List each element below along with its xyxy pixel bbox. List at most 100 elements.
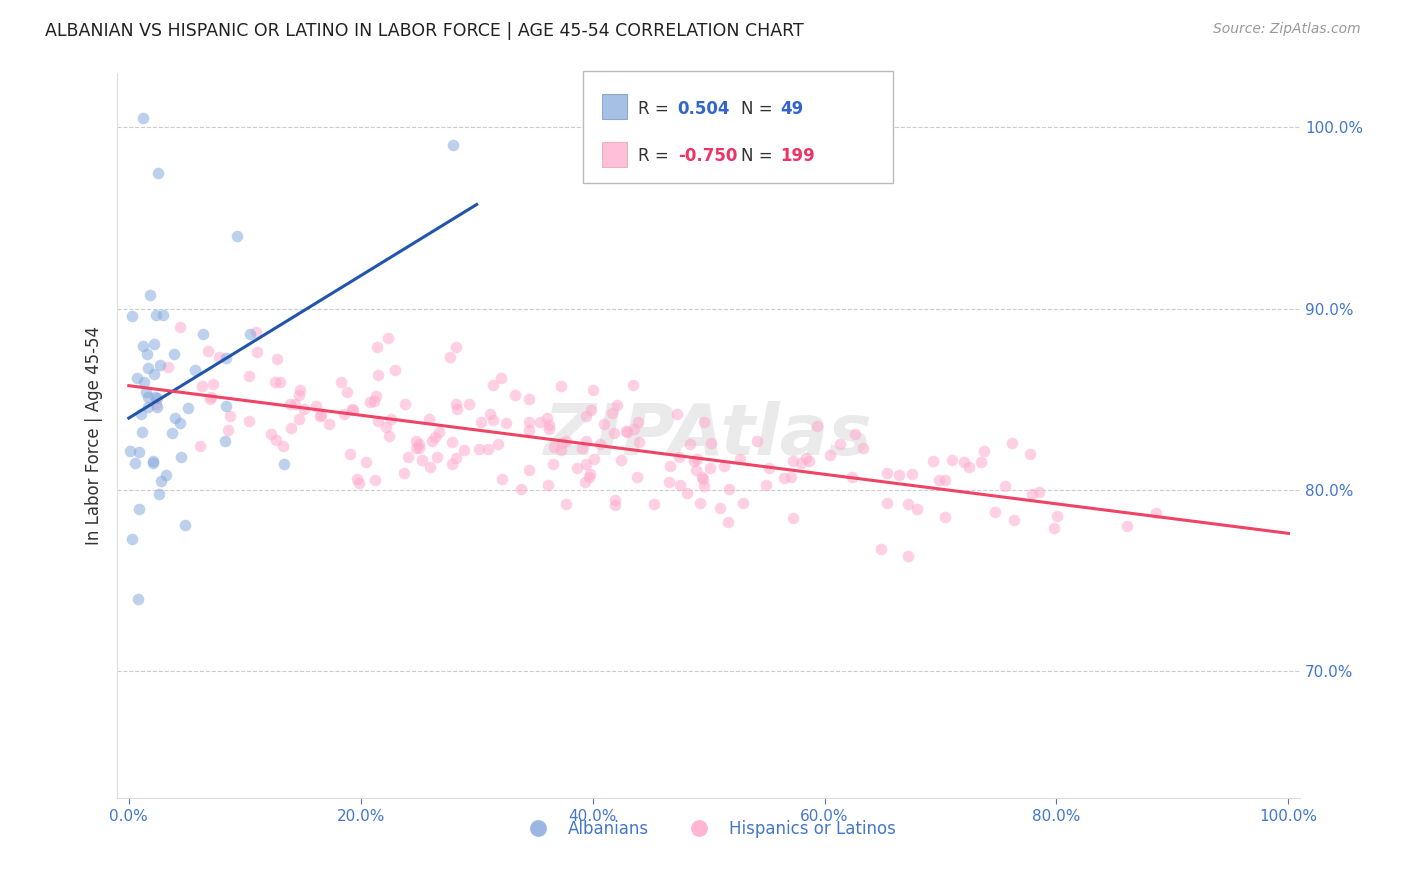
Point — [246, 345, 269, 359]
Point — [529, 415, 551, 429]
Point — [1115, 519, 1137, 533]
Point — [394, 397, 416, 411]
Text: R =: R = — [638, 147, 675, 165]
Point — [755, 477, 778, 491]
Point — [555, 497, 578, 511]
Y-axis label: In Labor Force | Age 45-54: In Labor Force | Age 45-54 — [86, 326, 103, 545]
Point — [367, 414, 389, 428]
Point — [478, 407, 501, 421]
Point — [818, 448, 841, 462]
Point — [364, 389, 387, 403]
Point — [693, 479, 716, 493]
Point — [143, 367, 166, 381]
Point — [136, 360, 159, 375]
Point — [571, 442, 593, 456]
Point — [146, 166, 169, 180]
Point — [626, 470, 648, 484]
Point — [905, 502, 928, 516]
Point — [280, 420, 302, 434]
Point — [616, 425, 638, 440]
Point — [610, 452, 633, 467]
Point — [575, 409, 598, 423]
Point — [214, 434, 236, 448]
Point — [148, 486, 170, 500]
Point — [408, 436, 430, 450]
Point — [145, 308, 167, 322]
Point — [669, 478, 692, 492]
Point — [127, 591, 149, 606]
Point — [468, 442, 491, 457]
Point — [897, 549, 920, 563]
Point — [170, 450, 193, 464]
Point — [128, 501, 150, 516]
Point — [689, 495, 711, 509]
Point — [333, 407, 356, 421]
Point — [1021, 487, 1043, 501]
Point — [145, 397, 167, 411]
Point — [517, 392, 540, 406]
Point — [238, 368, 260, 383]
Point — [678, 436, 700, 450]
Point — [537, 478, 560, 492]
Point — [922, 454, 945, 468]
Point — [789, 457, 811, 471]
Point — [411, 453, 433, 467]
Point — [152, 308, 174, 322]
Point — [780, 470, 803, 484]
Point — [928, 474, 950, 488]
Point — [444, 340, 467, 354]
Point — [378, 429, 401, 443]
Point — [541, 457, 564, 471]
Point — [713, 459, 735, 474]
Point — [685, 463, 707, 477]
Point — [593, 417, 616, 431]
Point — [143, 390, 166, 404]
Point — [377, 331, 399, 345]
Point — [627, 415, 650, 429]
Point — [238, 414, 260, 428]
Point — [367, 368, 389, 383]
Point — [157, 360, 180, 375]
Point — [782, 511, 804, 525]
Point — [184, 363, 207, 377]
Point — [794, 451, 817, 466]
Point — [1046, 509, 1069, 524]
Point — [215, 400, 238, 414]
Point — [491, 370, 513, 384]
Text: 199: 199 — [780, 147, 815, 165]
Point — [481, 413, 503, 427]
Point — [443, 138, 465, 153]
Point — [565, 461, 588, 475]
Point — [121, 532, 143, 546]
Point — [208, 350, 231, 364]
Point — [162, 425, 184, 440]
Point — [758, 460, 780, 475]
Point — [668, 450, 690, 464]
Point — [197, 343, 219, 358]
Point — [288, 383, 311, 397]
Point — [578, 470, 600, 484]
Point — [418, 412, 440, 426]
Point — [537, 422, 560, 436]
Point — [517, 423, 540, 437]
Point — [897, 497, 920, 511]
Point — [426, 450, 449, 464]
Point — [575, 458, 598, 472]
Point — [131, 339, 153, 353]
Point — [772, 471, 794, 485]
Point — [142, 336, 165, 351]
Point — [606, 398, 628, 412]
Point — [132, 376, 155, 390]
Point — [142, 454, 165, 468]
Point — [380, 412, 402, 426]
Point — [575, 434, 598, 448]
Point — [150, 474, 173, 488]
Point — [941, 453, 963, 467]
Point — [309, 409, 332, 423]
Point — [190, 439, 212, 453]
Point — [169, 320, 191, 334]
Point — [1001, 436, 1024, 450]
Point — [446, 401, 468, 416]
Text: ALBANIAN VS HISPANIC OR LATINO IN LABOR FORCE | AGE 45-54 CORRELATION CHART: ALBANIAN VS HISPANIC OR LATINO IN LABOR … — [45, 22, 804, 40]
Point — [263, 375, 285, 389]
